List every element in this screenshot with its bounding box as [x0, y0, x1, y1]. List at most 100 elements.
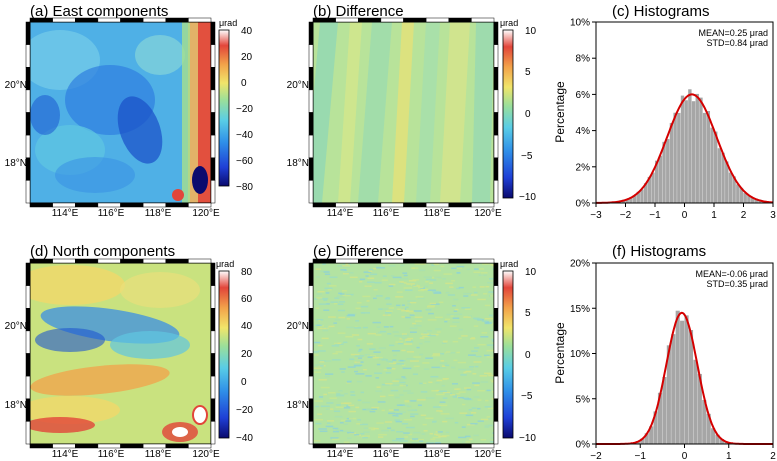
x-tick-label: 0 [682, 210, 688, 221]
noise-cell [445, 417, 454, 420]
noise-cell [489, 314, 493, 317]
noise-cell [354, 434, 360, 436]
frame-segment [210, 285, 216, 309]
frame-segment [25, 398, 31, 422]
noise-cell [433, 269, 441, 272]
noise-cell [445, 282, 453, 285]
noise-cell [405, 316, 411, 319]
panel-b-colorbar: μrad 10 5 0 −5 −10 [500, 18, 537, 203]
colorbar-tick: 0 [525, 109, 531, 120]
noise-cell [432, 290, 440, 293]
noise-cell [393, 409, 400, 411]
noise-cell [381, 279, 388, 281]
noise-cell [408, 311, 415, 313]
noise-cell [316, 276, 320, 278]
histogram-bar [717, 148, 722, 203]
noise-cell [425, 278, 432, 281]
noise-cell [318, 396, 324, 398]
noise-cell [395, 341, 404, 343]
histogram-bar [658, 155, 663, 203]
noise-cell [401, 364, 406, 367]
noise-cell [407, 392, 414, 394]
noise-cell [337, 309, 346, 312]
noise-cell [342, 430, 351, 433]
frame-segment [188, 17, 212, 23]
histogram-bar [673, 112, 677, 203]
x-tick-label: 116°E [373, 449, 400, 460]
panel-e-noise [313, 263, 494, 444]
noise-cell [434, 276, 442, 279]
colorbar-tick: 5 [525, 67, 531, 78]
histogram-bar [743, 193, 747, 203]
noise-cell [466, 268, 470, 271]
noise-cell [401, 376, 406, 378]
noise-cell [401, 349, 406, 352]
noise-cell [466, 423, 475, 426]
noise-cell [490, 356, 494, 359]
noise-cell [384, 297, 391, 300]
noise-cell [484, 322, 492, 325]
frame-segment [471, 202, 495, 208]
frame-segment [403, 202, 427, 208]
noise-cell [386, 367, 392, 369]
noise-cell [453, 310, 458, 312]
noise-cell [381, 383, 390, 386]
frame-segment [210, 134, 216, 158]
noise-cell [375, 390, 382, 392]
noise-cell [341, 402, 350, 404]
noise-cell [409, 314, 415, 316]
x-tick-label: 0 [682, 451, 688, 461]
panel-d: (d) North components 114°E 116°E 118°E 1… [5, 243, 254, 460]
noise-cell [483, 293, 488, 295]
noise-cell [395, 438, 405, 440]
noise-cell [399, 394, 404, 396]
noise-cell [468, 438, 473, 441]
noise-cell [427, 319, 437, 321]
noise-cell [471, 350, 478, 352]
noise-cell [414, 263, 424, 265]
noise-cell [328, 325, 333, 328]
noise-cell [438, 301, 444, 304]
noise-cell [388, 283, 396, 286]
noise-cell [317, 290, 325, 293]
noise-cell [492, 432, 494, 434]
noise-cell [390, 429, 395, 432]
noise-cell [434, 316, 443, 319]
frame-segment [308, 180, 314, 204]
noise-cell [376, 266, 381, 268]
noise-cell [351, 334, 360, 336]
noise-cell [457, 388, 461, 390]
frame-segment [210, 262, 216, 286]
frame-segment [120, 202, 144, 208]
x-tick-label: −1 [635, 451, 647, 461]
noise-cell [492, 268, 494, 271]
histogram-bar [629, 197, 633, 203]
noise-cell [339, 422, 344, 424]
noise-cell [338, 316, 346, 319]
noise-cell [403, 432, 410, 434]
noise-cell [436, 331, 441, 333]
noise-cell [313, 440, 321, 442]
frame-segment [308, 262, 314, 286]
noise-cell [431, 354, 441, 357]
frame-segment [335, 202, 359, 208]
noise-cell [354, 355, 364, 357]
noise-cell [392, 359, 397, 361]
histogram-bar [657, 392, 663, 444]
noise-cell [404, 400, 411, 402]
noise-cell [395, 296, 404, 298]
noise-cell [388, 307, 395, 309]
noise-cell [479, 375, 488, 377]
noise-cell [417, 404, 422, 407]
noise-cell [389, 325, 394, 328]
x-tick-label: 118°E [145, 449, 172, 460]
noise-cell [436, 410, 443, 412]
noise-cell [410, 360, 419, 362]
histogram-bar [697, 373, 702, 444]
frame-segment [210, 89, 216, 113]
noise-cell [487, 407, 494, 410]
noise-cell [418, 286, 424, 289]
histogram-bar [666, 139, 670, 203]
noise-cell [391, 384, 401, 386]
noise-cell [367, 332, 377, 335]
